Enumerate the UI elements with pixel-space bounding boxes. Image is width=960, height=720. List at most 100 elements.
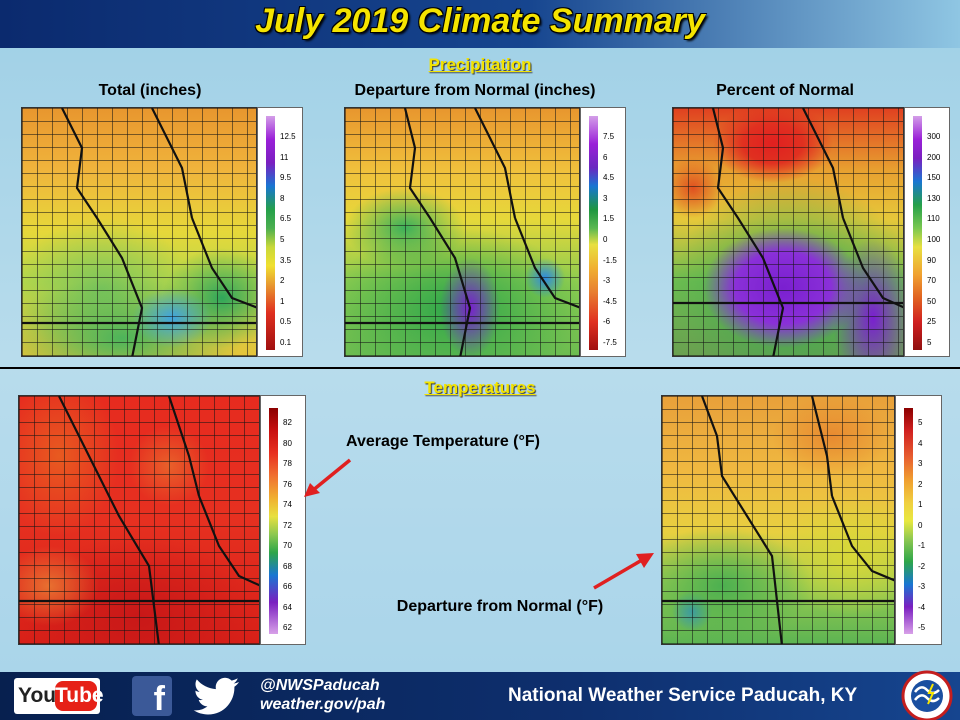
boundary-line — [58, 396, 160, 644]
departure-precip-map — [344, 107, 580, 357]
boundary-line — [513, 217, 579, 309]
legend-tick-label: 12.5 — [280, 132, 296, 141]
legend-tick-label: 5 — [927, 338, 932, 347]
boundary-line — [167, 396, 201, 497]
precipitation-section-title: Precipitation — [428, 55, 532, 74]
legend-tick-label: 4.5 — [603, 173, 615, 183]
social-handle[interactable]: @NWSPaducah — [260, 677, 380, 694]
boundary-line — [830, 495, 894, 582]
legend-tick-label: 0 — [603, 235, 608, 244]
youtube-tube-text: Tube — [55, 681, 104, 711]
legend-tick-label: -6 — [603, 317, 611, 327]
legend-tick-label: 3 — [918, 459, 923, 468]
legend-tick-label: 74 — [283, 500, 292, 509]
website-link[interactable]: weather.gov/pah — [260, 696, 386, 713]
total-precip-map — [21, 107, 257, 357]
page-title: July 2019 Climate Summary — [255, 2, 705, 40]
percent-normal-legend: 300 200 150 130 110 100 90 70 50 25 5 — [904, 107, 950, 357]
state-boundary-lines — [345, 108, 579, 356]
legend-tick-label: 80 — [283, 438, 292, 448]
departure-temp-map — [661, 395, 895, 645]
legend-tick-label: 78 — [283, 459, 292, 468]
legend-tick-label: 0.5 — [280, 317, 292, 327]
legend-tick-label: -3 — [603, 276, 611, 286]
average-temp-arrow-icon — [304, 458, 352, 497]
legend-tick-label: 7.5 — [603, 132, 615, 141]
legend-tick-label: 0.1 — [280, 338, 292, 347]
departure-temp-label: Departure from Normal (°F) — [396, 598, 604, 615]
legend-tick-label: 1.5 — [603, 214, 615, 224]
legend-tick-label: 90 — [927, 255, 936, 265]
total-precip-legend: 12.5 11 9.5 8 6.5 5 3.5 2 1 0.5 0.1 — [257, 107, 303, 357]
youtube-you-text: You — [18, 684, 57, 707]
title-bar — [0, 0, 960, 48]
legend-tick-label: -7.5 — [603, 338, 617, 347]
legend-tick-label: 3 — [603, 193, 608, 203]
legend-tick-label: -3 — [918, 582, 926, 591]
departure-precip-label: Departure from Normal (inches) — [354, 82, 596, 99]
total-precip-label: Total (inches) — [98, 82, 202, 99]
legend-tick-label: -4 — [918, 602, 926, 612]
legend-tick-label: 2 — [280, 276, 285, 286]
state-boundary-lines — [19, 396, 259, 644]
legend-tick-label: 4 — [918, 438, 923, 448]
legend-tick-label: 2 — [918, 479, 923, 489]
departure-temp-legend: 5 4 3 2 1 0 -1 -2 -3 -4 -5 — [895, 395, 942, 645]
legend-tick-label: 11 — [280, 152, 289, 162]
state-boundary-lines — [662, 396, 894, 644]
facebook-icon[interactable]: f — [132, 676, 172, 718]
legend-tick-label: 200 — [927, 152, 941, 162]
boundary-line — [190, 217, 256, 309]
legend-tick-label: 82 — [283, 418, 292, 427]
legend-tick-label: 5 — [918, 418, 923, 427]
legend-tick-label: 1 — [918, 500, 923, 509]
office-name: National Weather Service Paducah, KY — [508, 685, 858, 706]
legend-tick-label: 64 — [283, 602, 292, 612]
departure-precip-legend: 7.5 6 4.5 3 1.5 0 -1.5 -3 -4.5 -6 -7.5 — [580, 107, 626, 357]
percent-normal-map — [672, 107, 904, 357]
legend-tick-label: 9.5 — [280, 173, 292, 183]
legend-tick-label: 62 — [283, 623, 292, 632]
legend-tick-label: -4.5 — [603, 296, 617, 306]
legend-tick-label: 25 — [927, 317, 936, 327]
legend-tick-label: 5 — [280, 235, 285, 244]
boundary-line — [802, 108, 845, 219]
boundary-line — [810, 396, 834, 497]
boundary-line — [61, 108, 144, 356]
state-boundary-lines — [673, 108, 903, 356]
state-boundary-lines — [22, 108, 256, 356]
boundary-line — [403, 108, 472, 356]
legend-tick-label: 150 — [927, 173, 941, 183]
legend-tick-label: 0 — [918, 520, 923, 530]
legend-tick-label: 50 — [927, 296, 936, 306]
legend-tick-label: 70 — [283, 541, 292, 550]
legend-tick-label: 68 — [283, 561, 292, 571]
boundary-line — [711, 108, 785, 356]
legend-tick-label: -1 — [918, 541, 926, 550]
boundary-line — [700, 396, 783, 644]
legend-tick-label: -1.5 — [603, 255, 617, 265]
nws-logo-icon — [901, 670, 953, 720]
legend-tick-label: 8 — [280, 193, 285, 203]
boundary-line — [151, 108, 194, 219]
legend-tick-label: 1 — [280, 296, 285, 306]
legend-tick-label: 76 — [283, 479, 292, 489]
average-temp-map — [18, 395, 260, 645]
legend-tick-label: 130 — [927, 193, 941, 203]
boundary-line — [474, 108, 517, 219]
legend-tick-label: 110 — [927, 214, 940, 224]
boundary-line — [197, 495, 259, 587]
legend-tick-label: 3.5 — [280, 255, 292, 265]
legend-tick-label: -2 — [918, 561, 926, 571]
departure-temp-arrow-icon — [593, 553, 654, 590]
legend-tick-label: 66 — [283, 582, 292, 591]
legend-tick-label: 6 — [603, 152, 608, 162]
legend-tick-label: 6.5 — [280, 214, 292, 224]
legend-tick-label: 300 — [927, 132, 941, 141]
boundary-line — [841, 217, 903, 309]
temperatures-section-title: Temperatures — [424, 378, 536, 397]
average-temp-legend: 82 80 78 76 74 72 70 68 66 64 62 — [260, 395, 306, 645]
legend-tick-label: 72 — [283, 520, 292, 530]
section-divider — [0, 367, 960, 369]
twitter-icon[interactable] — [193, 676, 241, 716]
